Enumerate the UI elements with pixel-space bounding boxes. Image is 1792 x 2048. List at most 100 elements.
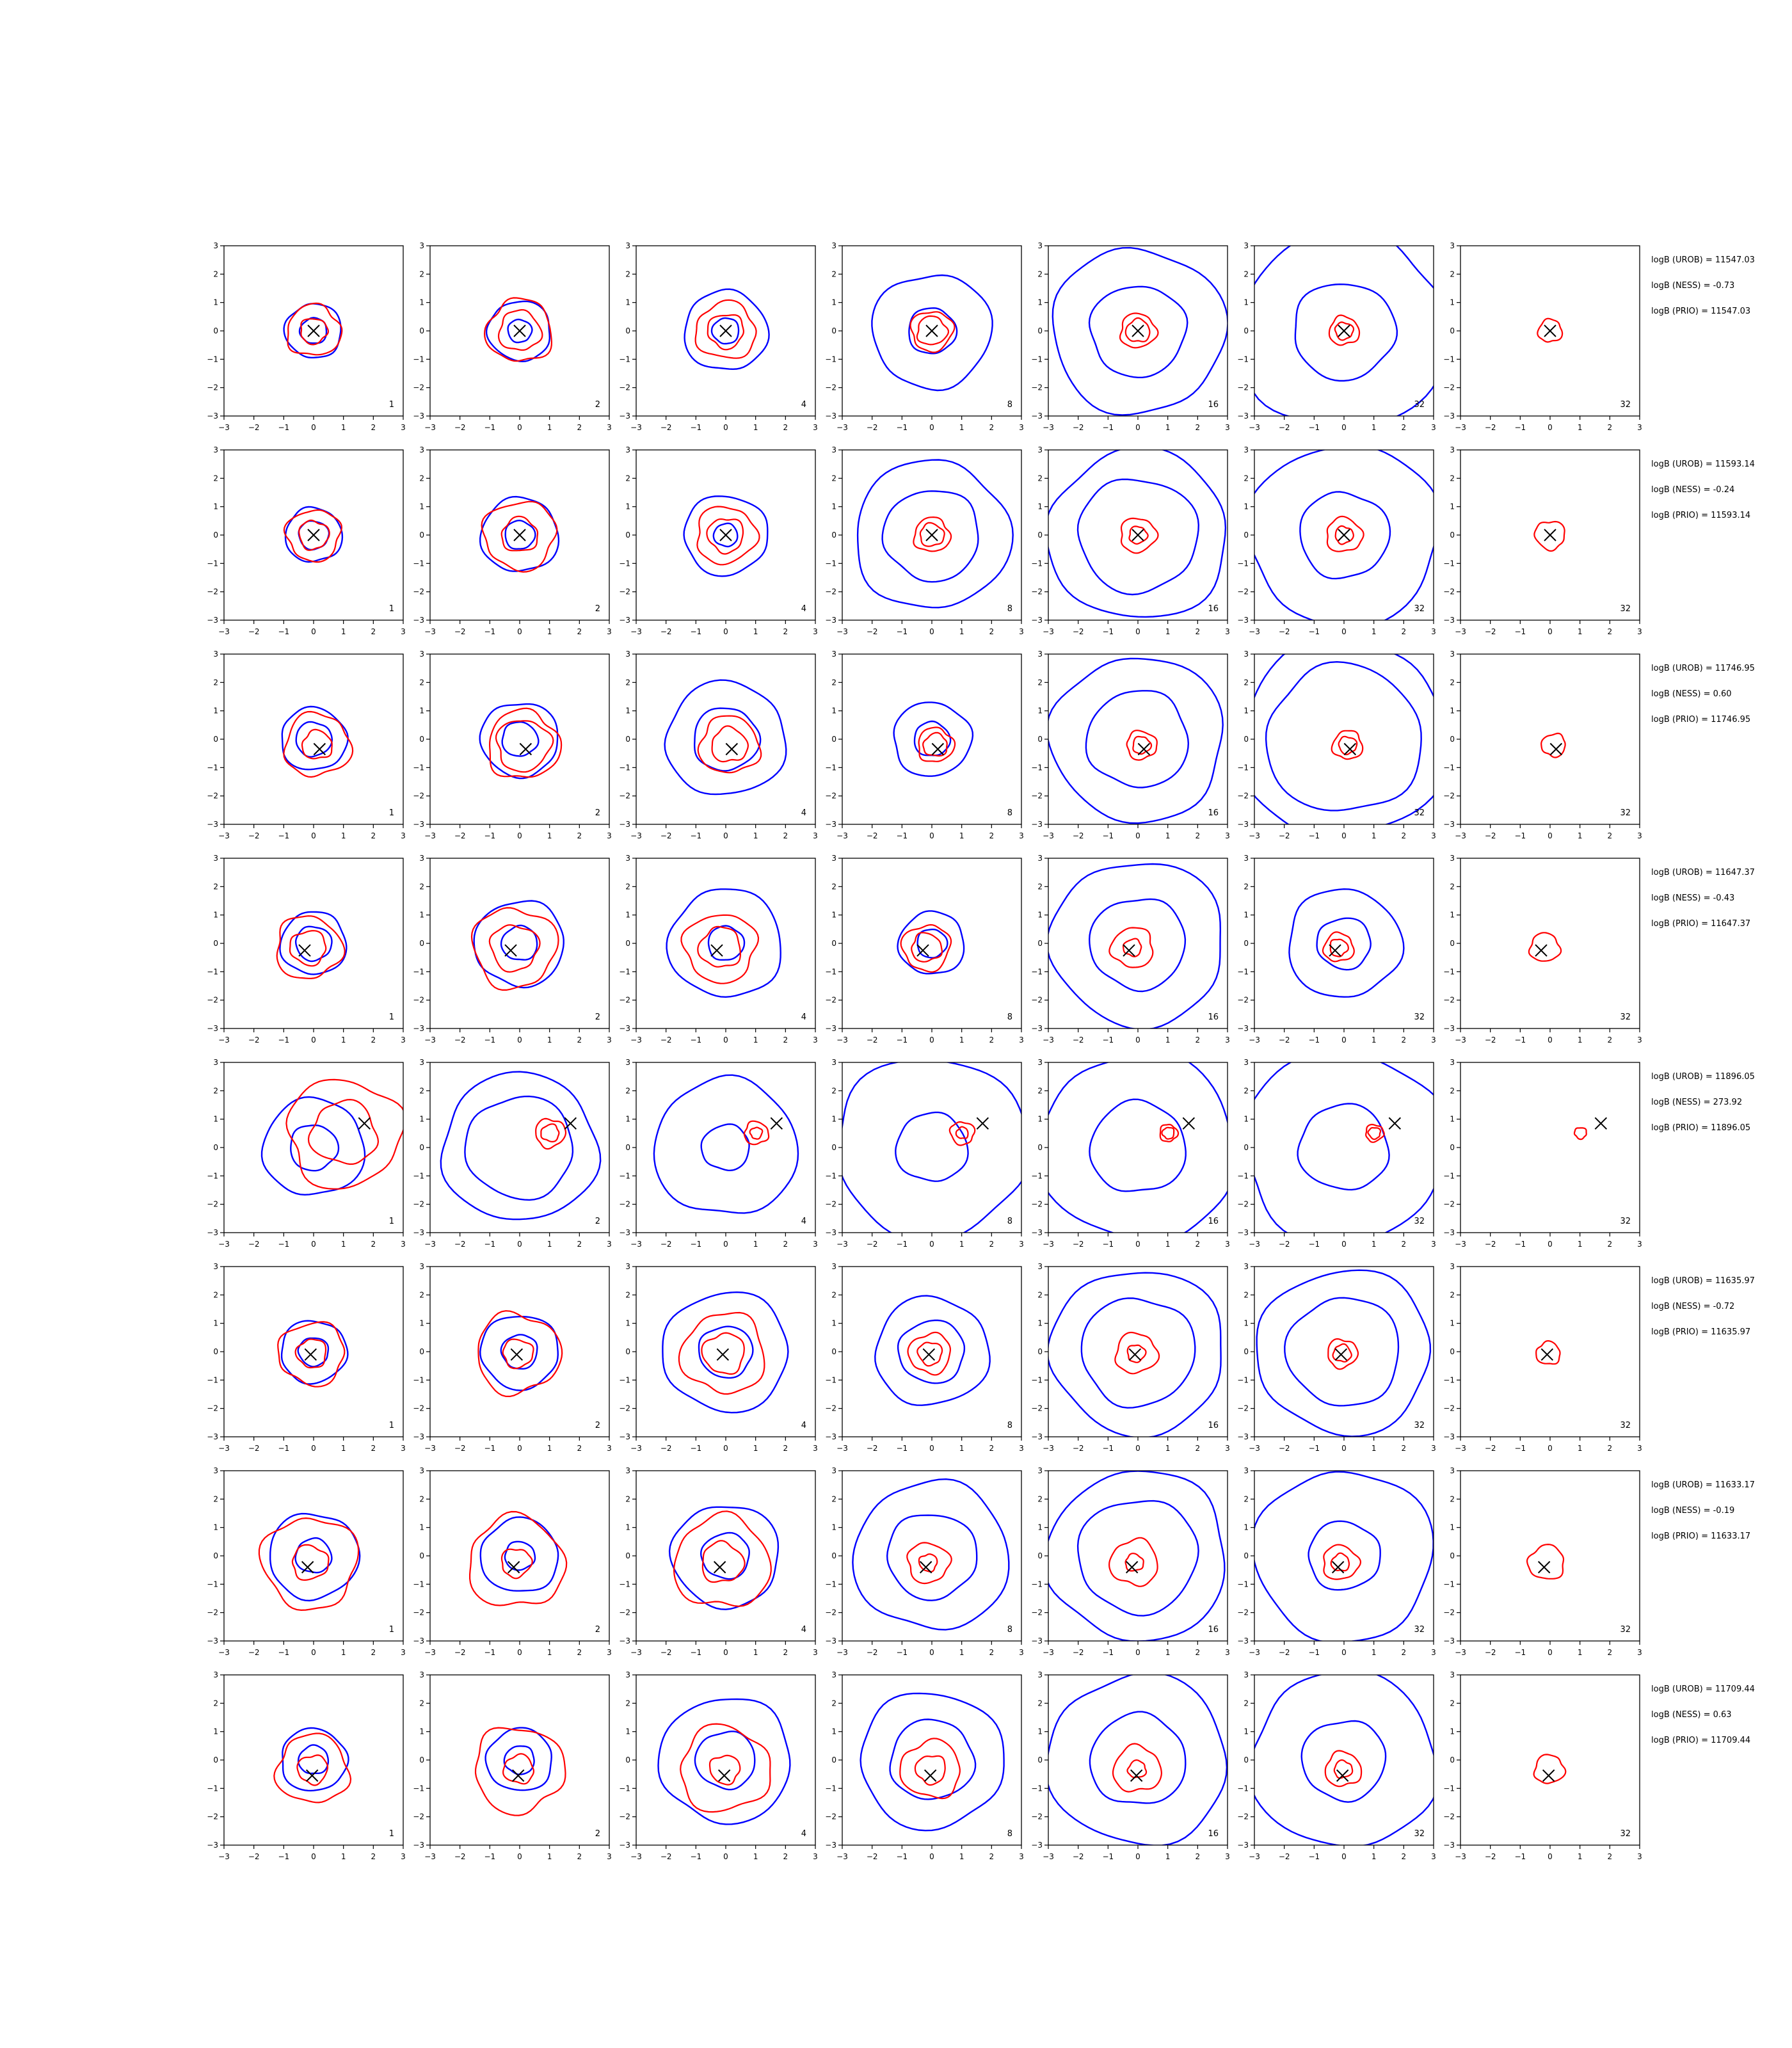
x-tick-label: 2 xyxy=(1196,627,1201,636)
y-tick-label: 3 xyxy=(625,854,630,863)
evidence-line: logB (PRIO) = 11635.97 xyxy=(1651,1327,1750,1337)
x-tick-label: 0 xyxy=(929,1036,934,1044)
y-tick-label: −1 xyxy=(1237,1580,1249,1588)
red-contour xyxy=(1573,1127,1587,1140)
y-tick-label: 0 xyxy=(625,735,630,744)
blue-contour xyxy=(1048,1272,1222,1437)
x-tick-label: 2 xyxy=(1402,831,1407,840)
y-tick-label: −3 xyxy=(825,1024,836,1033)
y-tick-label: −2 xyxy=(1237,1200,1249,1209)
x-tick-label: 3 xyxy=(607,831,612,840)
x-tick-label: 3 xyxy=(1637,423,1642,432)
x-tick-label: 0 xyxy=(1548,1444,1553,1453)
plot-area xyxy=(260,1078,403,1196)
x-tick-label: 1 xyxy=(1578,1852,1583,1861)
true-location-marker xyxy=(1182,1117,1196,1130)
blue-contour xyxy=(1052,246,1228,416)
y-tick-label: −1 xyxy=(825,763,836,772)
y-tick-label: 2 xyxy=(419,1290,424,1299)
y-tick-label: 2 xyxy=(831,882,836,891)
x-tick-label: −3 xyxy=(424,1036,436,1044)
y-tick-label: −2 xyxy=(413,1812,424,1821)
x-tick-label: −2 xyxy=(1485,627,1496,636)
y-tick-label: 2 xyxy=(419,678,424,687)
true-location-marker xyxy=(298,944,311,957)
x-tick-label: −3 xyxy=(630,831,642,840)
y-tick-label: −3 xyxy=(619,1228,630,1237)
plot-area xyxy=(1288,888,1405,998)
true-location-marker xyxy=(513,324,526,337)
x-tick-label: 3 xyxy=(813,831,818,840)
y-tick-label: 3 xyxy=(1244,1058,1249,1067)
x-tick-label: −2 xyxy=(248,1648,260,1657)
x-tick-label: −3 xyxy=(424,423,436,432)
x-tick-label: 0 xyxy=(1341,831,1347,840)
red-contour xyxy=(749,1126,764,1140)
y-tick-label: −2 xyxy=(413,383,424,392)
x-tick-label: 0 xyxy=(311,1444,316,1453)
x-tick-label: −3 xyxy=(1043,1444,1054,1453)
x-tick-label: 2 xyxy=(1196,831,1201,840)
blue-contour xyxy=(280,1320,349,1385)
plot-area xyxy=(1535,1340,1561,1365)
x-tick-label: 1 xyxy=(753,1444,758,1453)
true-location-marker xyxy=(713,1561,726,1574)
y-tick-label: −2 xyxy=(1443,792,1455,801)
plot-area xyxy=(897,910,965,975)
red-contour xyxy=(1324,1750,1363,1788)
y-tick-label: 0 xyxy=(1037,939,1043,948)
panel-r5-c7: −3 −2 −1 0 1 2 3 −3 −2 −1 0 1 2 3 32 xyxy=(1443,1058,1642,1249)
y-tick-label: 1 xyxy=(1450,911,1455,920)
y-tick-label: −2 xyxy=(1443,1200,1455,1209)
y-tick-label: −2 xyxy=(1031,588,1043,596)
y-tick-label: −2 xyxy=(825,383,836,392)
x-tick-label: −2 xyxy=(1279,1240,1290,1249)
x-tick-label: 3 xyxy=(1637,1240,1642,1249)
y-tick-label: −1 xyxy=(207,967,218,976)
evidence-line: logB (UROB) = 11709.44 xyxy=(1651,1684,1755,1694)
x-tick-label: 1 xyxy=(1372,423,1377,432)
evidence-line: logB (NESS) = -0.72 xyxy=(1651,1302,1734,1311)
y-tick-label: −2 xyxy=(825,1200,836,1209)
true-location-marker xyxy=(976,1117,989,1130)
x-tick-label: −2 xyxy=(1279,423,1290,432)
x-tick-label: 0 xyxy=(1135,1444,1140,1453)
x-tick-label: −3 xyxy=(218,1036,230,1044)
blue-contour xyxy=(295,721,333,758)
red-contour xyxy=(1124,317,1151,342)
y-tick-label: −2 xyxy=(207,383,218,392)
x-tick-label: −3 xyxy=(1249,423,1260,432)
x-tick-label: 3 xyxy=(401,627,406,636)
axes-frame xyxy=(1048,1062,1228,1233)
y-tick-label: 1 xyxy=(1037,502,1043,511)
y-tick-label: −2 xyxy=(413,1200,424,1209)
x-tick-label: 3 xyxy=(1431,423,1436,432)
x-tick-label: 3 xyxy=(401,1240,406,1249)
y-tick-label: 0 xyxy=(1450,1143,1455,1152)
x-tick-label: 3 xyxy=(813,1648,818,1657)
x-tick-label: 1 xyxy=(959,1240,964,1249)
y-tick-label: 0 xyxy=(213,1347,218,1356)
x-tick-label: 3 xyxy=(1225,1240,1230,1249)
x-tick-label: 3 xyxy=(1019,627,1024,636)
x-tick-label: 1 xyxy=(1578,423,1583,432)
x-tick-label: −2 xyxy=(660,1240,672,1249)
y-tick-label: 2 xyxy=(831,1699,836,1708)
x-tick-label: 1 xyxy=(1578,1648,1583,1657)
panel-label: 8 xyxy=(1007,1625,1012,1635)
y-tick-label: 3 xyxy=(1244,1262,1249,1271)
x-tick-label: 2 xyxy=(577,1648,582,1657)
red-contour xyxy=(1114,1331,1160,1375)
y-tick-label: 1 xyxy=(213,502,218,511)
plot-area xyxy=(1254,1062,1434,1233)
x-tick-label: 0 xyxy=(517,831,522,840)
panel-label: 1 xyxy=(389,1217,394,1226)
panel-label: 32 xyxy=(1620,808,1631,818)
x-tick-label: −3 xyxy=(836,1852,848,1861)
y-tick-label: −1 xyxy=(413,355,424,364)
blue-contour xyxy=(297,1744,330,1775)
x-tick-label: 3 xyxy=(1225,831,1230,840)
x-tick-label: 2 xyxy=(989,1240,995,1249)
x-tick-label: 1 xyxy=(1165,1240,1171,1249)
plot-area xyxy=(666,888,781,998)
